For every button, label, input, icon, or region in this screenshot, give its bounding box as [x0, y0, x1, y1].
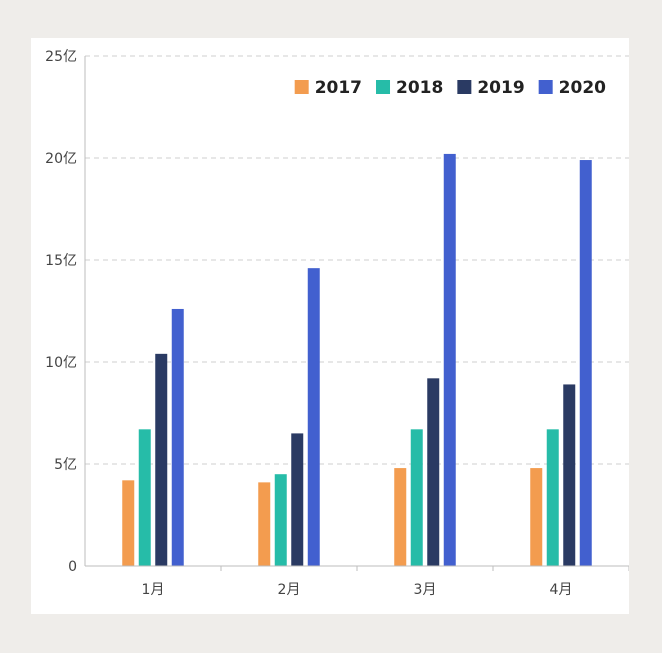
bars: [122, 153, 592, 567]
bar-2019-4[interactable]: [563, 384, 576, 566]
legend-item-2018[interactable]: 2018: [376, 78, 443, 98]
y-tick-label: 0: [68, 559, 77, 575]
bar-2017-3[interactable]: [394, 468, 407, 566]
y-tick-label: 5亿: [54, 457, 77, 473]
bar-2017-1[interactable]: [122, 480, 135, 566]
bar-2017-4[interactable]: [530, 468, 543, 566]
legend-label: 2018: [396, 78, 443, 98]
legend-swatch: [538, 80, 553, 94]
bar-2020-2[interactable]: [307, 268, 320, 566]
legend: 2017 2018 2019 2020: [294, 78, 606, 98]
legend-item-2017[interactable]: 2017: [294, 78, 362, 98]
x-tick-label: 2月: [278, 582, 301, 598]
y-tick-label: 25亿: [45, 49, 77, 65]
x-tick-label: 3月: [414, 582, 437, 598]
legend-swatch: [294, 80, 309, 94]
y-axis: 0 5亿 10亿 15亿 20亿 25亿: [45, 49, 86, 575]
bar-2020-3[interactable]: [443, 153, 456, 567]
bar-2018-3[interactable]: [410, 429, 423, 566]
bar-2020-4[interactable]: [579, 160, 592, 566]
bar-2019-1[interactable]: [155, 353, 168, 566]
y-tick-label: 15亿: [45, 253, 77, 269]
bar-2018-2[interactable]: [274, 474, 287, 566]
legend-label: 2020: [559, 78, 606, 98]
bar-2017-2[interactable]: [258, 482, 271, 566]
bar-2019-2[interactable]: [291, 433, 304, 566]
chart-card: 0 5亿 10亿 15亿 20亿 25亿 1月 2月 3月 4月 2017 2018 2019 202…: [31, 38, 629, 614]
bar-2020-1[interactable]: [171, 308, 184, 566]
bar-2018-4[interactable]: [546, 429, 559, 566]
legend-item-2020[interactable]: 2020: [538, 78, 606, 98]
legend-item-2019[interactable]: 2019: [457, 78, 525, 98]
x-tick-label: 4月: [550, 582, 573, 598]
legend-swatch: [457, 80, 472, 94]
legend-label: 2019: [477, 78, 524, 98]
bar-chart: 0 5亿 10亿 15亿 20亿 25亿 1月 2月 3月 4月 2017 2018 2019 202…: [45, 49, 629, 598]
y-tick-label: 20亿: [45, 151, 77, 167]
bar-2018-1[interactable]: [138, 429, 151, 566]
bar-2019-3[interactable]: [427, 378, 440, 566]
y-tick-label: 10亿: [45, 355, 77, 371]
x-axis: 1月 2月 3月 4月: [85, 565, 629, 598]
legend-swatch: [376, 80, 391, 94]
legend-label: 2017: [315, 78, 362, 98]
x-tick-label: 1月: [142, 582, 165, 598]
